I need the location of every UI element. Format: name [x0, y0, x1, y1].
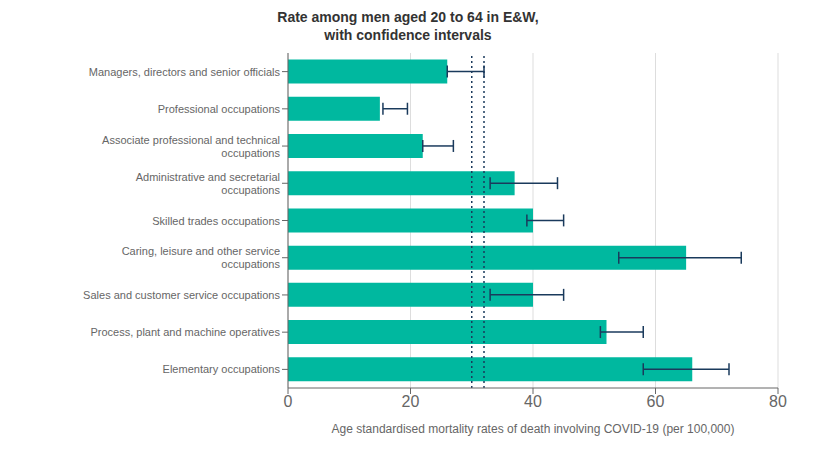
- svg-text:Professional occupations: Professional occupations: [158, 103, 281, 115]
- svg-text:Managers, directors and senior: Managers, directors and senior officials: [89, 66, 281, 78]
- svg-text:Skilled trades occupations: Skilled trades occupations: [152, 215, 280, 227]
- svg-text:Age standardised mortality rat: Age standardised mortality rates of deat…: [332, 422, 735, 436]
- svg-text:80: 80: [769, 393, 787, 410]
- svg-text:Caring, leisure and other serv: Caring, leisure and other serviceoccupat…: [122, 245, 281, 270]
- html-text:with confidence intervals: with confidence intervals: [324, 27, 492, 43]
- svg-text:40: 40: [524, 393, 542, 410]
- svg-text:Associate professional and tec: Associate professional and technicaloccu…: [102, 134, 280, 159]
- svg-text:0: 0: [284, 393, 293, 410]
- svg-text:Sales and customer service occ: Sales and customer service occupations: [83, 289, 280, 301]
- svg-text:Elementary occupations: Elementary occupations: [163, 363, 281, 375]
- svg-text:Process, plant and machine ope: Process, plant and machine operatives: [90, 326, 280, 338]
- svg-text:Administrative and secretarial: Administrative and secretarialoccupation…: [136, 171, 281, 196]
- svg-text:20: 20: [402, 393, 420, 410]
- html-text:Rate among men aged 20 to 64 i: Rate among men aged 20 to 64 in E&W,: [277, 9, 539, 25]
- svg-text:60: 60: [647, 393, 665, 410]
